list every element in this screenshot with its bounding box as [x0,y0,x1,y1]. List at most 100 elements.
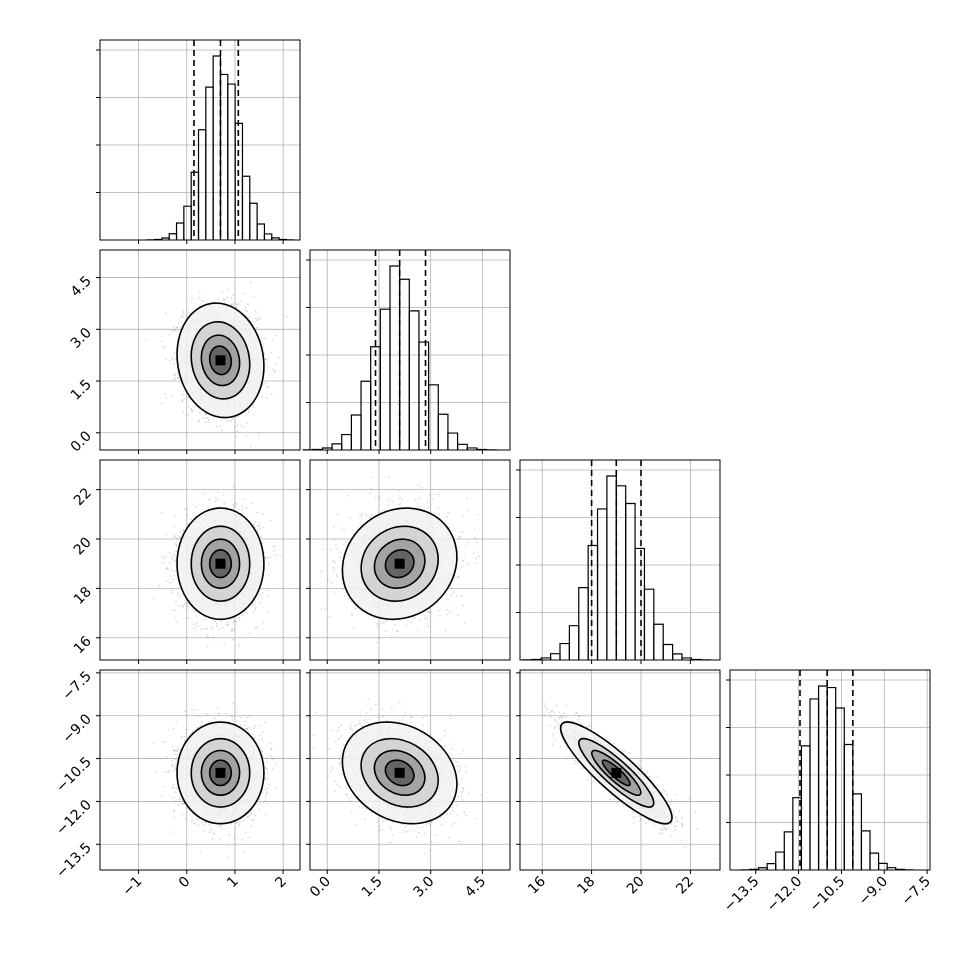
sample-point [231,638,234,641]
sample-point [266,397,268,400]
sample-point [232,485,235,488]
sample-point [164,393,166,396]
hist-panel-3-bar-10 [826,686,837,870]
sample-point [209,499,211,501]
hist-panel-3-bar-14 [860,830,871,870]
hist-panel-0-bar-8 [205,86,214,240]
sample-point [238,645,241,648]
hist-panel-1-bar-3 [331,443,343,450]
hist-panel-1-bar-16 [456,443,468,450]
hist-panel-2-bar-3 [550,653,561,660]
sample-point [179,325,182,328]
sample-point [178,594,181,597]
sample-point [246,422,249,424]
sample-point [263,551,266,554]
sample-point [211,626,214,628]
sample-point [145,338,148,341]
sample-point [230,297,233,300]
scatter-panel-1-0-contour-3 [208,345,233,376]
sample-point [183,398,185,400]
sample-point [170,394,173,397]
sample-point [252,295,255,298]
hist-panel-2-bar-6 [578,587,589,660]
sample-point [249,281,252,283]
sample-point [174,376,177,379]
scatter-panel-1-0-frame [99,249,301,451]
sample-point [181,399,184,402]
sample-point [264,358,267,361]
sample-point [195,615,198,617]
sample-point [183,390,186,392]
sample-point [215,426,218,428]
sample-point [182,315,184,318]
sample-point [170,558,173,561]
sample-point [203,628,206,630]
hist-panel-0 [96,39,301,244]
sample-point [165,396,168,399]
hist-panel-2-bar-8 [596,508,608,660]
sample-point [249,445,252,448]
sample-point [229,419,231,422]
sample-point [274,370,277,372]
sample-point [219,425,222,428]
sample-point [253,604,256,606]
hist-panel-1-bar-10 [399,278,410,450]
sample-point [186,315,189,318]
sample-point [160,402,163,405]
sample-point [222,626,224,629]
sample-point [231,303,233,306]
sample-point [153,597,156,600]
sample-point [171,358,174,361]
sample-point [165,555,168,557]
sample-point [274,334,277,337]
sample-point [177,592,179,595]
sample-point [181,393,184,396]
sample-point [173,362,176,365]
sample-point [176,373,179,376]
sample-point [272,371,275,373]
sample-point [163,556,166,559]
hist-panel-2-bar-4 [559,642,570,660]
sample-point [203,492,206,495]
sample-point [197,419,200,422]
sample-point [264,337,266,340]
hist-panel-2-frame [519,459,721,661]
hist-panel-3-frame [729,669,931,871]
sample-point [233,505,236,508]
sample-point [210,451,212,453]
sample-point [259,536,262,538]
hist-panel-2 [516,459,721,664]
sample-point [261,395,264,398]
sample-point [248,316,250,319]
hist-panel-2-bar-16 [671,653,683,660]
hist-panel-1-bar-11 [408,310,420,450]
sample-point [187,617,190,620]
sample-point [232,417,234,420]
hist-panel-1-bar-12 [418,341,430,450]
sample-point [275,554,278,557]
sample-point [173,554,176,557]
sample-point [204,413,207,416]
sample-point [255,319,258,322]
hist-panel-2-bar-9 [606,475,617,660]
sample-point [182,605,185,608]
hist-panel-3-bar-15 [869,852,880,870]
sample-point [266,594,269,597]
sample-point [170,589,173,592]
sample-point [244,498,246,500]
sample-point [244,611,247,613]
scatter-panel-2-0 [96,459,301,664]
sample-point [235,621,238,624]
sample-point [190,411,193,414]
sample-point [175,620,178,623]
sample-point [173,378,176,381]
sample-point [170,330,173,333]
sample-point [186,514,188,517]
sample-point [230,303,232,306]
sample-point [182,529,185,532]
sample-point [177,377,180,379]
sample-point [248,632,251,635]
sample-point [247,303,249,306]
sample-point [216,622,218,625]
sample-point [254,310,257,312]
